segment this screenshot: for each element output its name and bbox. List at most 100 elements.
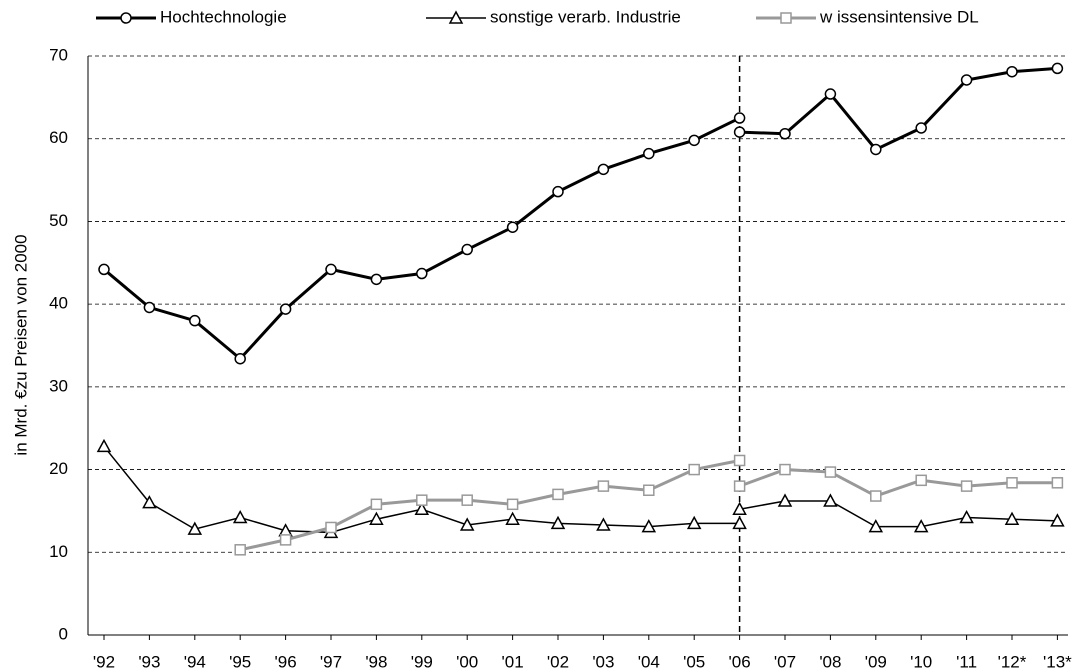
data-point: [596, 517, 611, 531]
data-point: [96, 438, 112, 453]
x-tick-label: '05: [683, 652, 705, 671]
x-tick-label: '01: [502, 652, 524, 671]
legend-label: Hochtechnologie: [160, 7, 287, 26]
data-point: [234, 544, 246, 556]
data-point: [369, 511, 384, 525]
x-tick-label: '07: [774, 652, 796, 671]
data-point: [643, 147, 655, 160]
data-point: [232, 509, 248, 524]
data-point: [733, 112, 746, 124]
x-tick-label: '94: [184, 652, 206, 671]
data-point: [870, 490, 882, 502]
data-point: [960, 74, 973, 86]
x-tick-label: '03: [592, 652, 614, 671]
data-point: [733, 480, 746, 492]
x-tick-label: '06: [729, 652, 751, 671]
data-point: [325, 263, 337, 276]
data-point: [461, 243, 473, 256]
y-tick-label: 0: [59, 624, 68, 643]
data-point: [733, 454, 746, 467]
data-point: [779, 128, 791, 140]
x-tick-label: '93: [138, 652, 160, 671]
data-point: [279, 303, 292, 315]
data-point: [1051, 477, 1064, 489]
legend-label: w issensintensive DL: [819, 7, 979, 26]
data-point: [1006, 65, 1018, 78]
y-tick-label: 10: [49, 542, 68, 561]
data-point: [279, 534, 292, 546]
series-line: [239, 459, 1058, 552]
x-tick-label: '92: [93, 652, 115, 671]
x-tick-label: '00: [456, 652, 478, 671]
data-point: [98, 263, 110, 276]
data-point: [325, 521, 337, 534]
x-tick-label: '08: [819, 652, 841, 671]
y-axis-label: in Mrd. €zu Preisen von 2000: [11, 234, 30, 455]
data-point: [506, 221, 519, 233]
data-point: [189, 314, 201, 327]
y-tick-label: 70: [49, 45, 68, 64]
data-point: [416, 267, 428, 280]
data-point: [1006, 477, 1018, 489]
data-point: [688, 134, 700, 147]
data-point: [777, 493, 793, 507]
data-point: [915, 474, 927, 487]
data-point: [414, 501, 430, 516]
data-point: [868, 519, 884, 533]
data-point: [641, 519, 657, 533]
y-tick-label: 60: [49, 128, 68, 147]
data-point: [959, 509, 974, 524]
data-point: [416, 494, 428, 506]
legend-marker: [448, 10, 464, 24]
legend-label: sonstige verarb. Industrie: [490, 7, 681, 26]
data-point: [870, 143, 882, 156]
data-point: [823, 493, 838, 507]
data-point: [732, 501, 747, 516]
data-point: [370, 498, 383, 511]
data-point: [733, 126, 746, 138]
data-point: [552, 488, 564, 501]
x-tick-label: '97: [320, 652, 342, 671]
data-point: [960, 480, 973, 492]
data-point: [234, 352, 246, 365]
data-point: [506, 498, 519, 511]
data-point: [779, 463, 791, 476]
data-point: [370, 273, 383, 286]
series-line: [103, 66, 1058, 361]
data-point: [597, 480, 610, 492]
data-point: [459, 517, 475, 531]
x-tick-label: '12*: [998, 652, 1027, 671]
data-point: [732, 515, 747, 530]
x-tick-label: '11: [956, 652, 977, 671]
y-tick-label: 50: [49, 211, 68, 230]
x-tick-label: '95: [229, 652, 251, 671]
data-point: [142, 495, 157, 509]
x-tick-label: '96: [275, 652, 297, 671]
data-point: [461, 494, 473, 506]
x-tick-label: '04: [638, 652, 660, 671]
x-tick-label: '09: [865, 652, 887, 671]
data-point: [1050, 513, 1065, 527]
x-tick-label: '02: [547, 652, 569, 671]
data-point: [597, 163, 610, 176]
data-point: [824, 466, 837, 478]
x-tick-label: '99: [411, 652, 433, 671]
y-tick-label: 40: [49, 294, 68, 313]
data-point: [824, 88, 837, 100]
data-point: [187, 521, 203, 535]
legend-marker: [780, 12, 792, 24]
data-point: [915, 122, 927, 134]
data-point: [143, 301, 156, 314]
data-point: [688, 463, 700, 476]
data-point: [686, 515, 702, 530]
y-tick-label: 20: [49, 459, 68, 478]
data-point: [1004, 511, 1020, 525]
legend-marker: [120, 12, 132, 24]
data-point: [550, 515, 566, 530]
y-tick-label: 30: [49, 376, 68, 395]
data-point: [505, 511, 520, 525]
data-point: [913, 519, 929, 533]
x-tick-label: '13*: [1043, 652, 1072, 671]
data-point: [1051, 62, 1064, 75]
